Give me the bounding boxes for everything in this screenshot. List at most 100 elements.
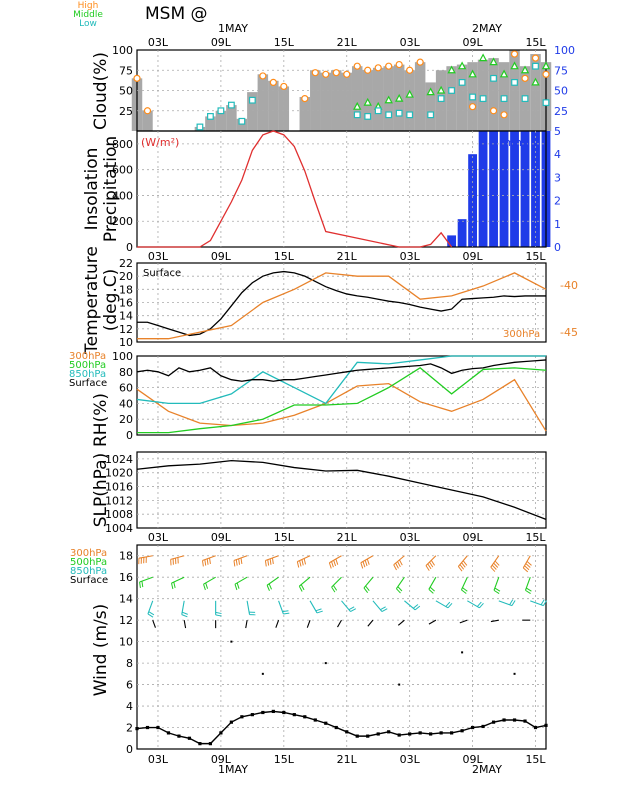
wind-barb-flag — [476, 601, 482, 607]
wind-barb-850hpa — [404, 600, 421, 611]
cloud-ytick-label-right: 25 — [554, 105, 568, 118]
precip-bar — [531, 131, 540, 247]
cloud-middle-marker — [457, 61, 467, 70]
wind-barb-flag — [380, 606, 386, 611]
cloud-high-marker — [259, 72, 267, 80]
wind-surface-point — [334, 725, 338, 730]
wind-barb-staff — [183, 620, 187, 629]
cloud-high-marker — [374, 64, 382, 72]
slp-ytick-label: 1008 — [105, 508, 133, 521]
wind-surface-point — [198, 742, 202, 746]
precip-ytick-label: 5 — [554, 125, 561, 138]
wind-barb-flag — [445, 601, 451, 607]
cloud-low-marker — [238, 117, 246, 125]
cloud-high-marker — [521, 74, 529, 82]
wind-xtick-label-0: 03L — [148, 753, 169, 766]
insolation-frame — [136, 130, 547, 248]
cloud-ylabel-line-0: Cloud(%) — [91, 52, 111, 130]
wind-barb-flag — [350, 608, 357, 612]
wind-barb-surface — [275, 619, 280, 628]
wind-barb-flag — [269, 558, 272, 565]
cloud-low-marker — [364, 113, 372, 120]
wind-surface-point — [397, 733, 401, 737]
cloud-xtick-label-1: 09L — [211, 36, 232, 49]
wind-barb-flag — [540, 599, 545, 606]
wind-barb-500hpa — [428, 576, 437, 594]
wind-barb-500hpa — [139, 576, 153, 589]
wind-surface-point — [145, 725, 150, 730]
wind-surface-point — [177, 734, 181, 738]
wind-barb-surface — [306, 619, 311, 628]
wind-surface-point — [240, 715, 244, 719]
wind-barb-flag — [283, 612, 290, 615]
wind-xtick-label-3: 21L — [337, 753, 358, 766]
wind-surface-point — [502, 718, 506, 722]
insolation-ytick-label: 0 — [126, 241, 133, 254]
rh-ytick-label: 20 — [119, 413, 133, 426]
wind-barb-flag — [366, 558, 370, 565]
wind-calm-dot — [324, 662, 327, 665]
wind-barb-flag — [331, 586, 336, 593]
cloud-low-marker — [395, 109, 403, 117]
wind-ytick-label: 12 — [119, 614, 133, 627]
wind-barb-500hpa — [298, 576, 311, 592]
wind-barb-flag — [395, 562, 399, 569]
cloud-xtick-label-2: 15L — [274, 36, 295, 49]
wind-barb-500hpa — [493, 577, 501, 594]
wind-barb-flag — [204, 559, 207, 566]
wind-barb-flag — [490, 566, 496, 572]
rh-legend-500hpa: 500hPa — [69, 360, 106, 371]
precip-bar — [468, 154, 477, 247]
cloud-ytick-label-right: 75 — [554, 64, 568, 77]
wind-barb-flag — [427, 563, 432, 570]
temperature-ylabel-line-0: Temperature — [82, 246, 102, 355]
wind-barb-flag — [236, 582, 240, 589]
cloud-low-marker — [448, 87, 456, 94]
cloud-xtick-label-3: 21L — [337, 36, 358, 49]
wind-barb-flag — [479, 603, 484, 609]
wind-barb-flag — [526, 560, 532, 566]
wind-barb-surface — [337, 619, 342, 628]
wind-barb-staff — [152, 619, 156, 628]
cloud-bar — [142, 110, 153, 131]
cloud-high-marker — [385, 62, 393, 70]
wind-barb-staff — [428, 619, 437, 625]
wind-barb-staff — [397, 619, 405, 626]
slp-xtick-label-0: 03L — [148, 531, 169, 544]
wind-surface-point — [460, 729, 464, 733]
wind-barb-flag — [493, 589, 500, 594]
wind-barb-850hpa — [530, 599, 548, 607]
cloud-ytick-label: 50 — [119, 85, 133, 98]
wind-barb-surface — [183, 620, 187, 629]
wind-barb-surface — [245, 620, 248, 629]
slp-xtick-label-2: 15L — [274, 531, 295, 544]
wind-barb-flag — [296, 561, 300, 568]
cloud-bar — [310, 70, 321, 131]
rh-legend-surface: Surface — [69, 378, 107, 389]
cloud-bar — [446, 66, 457, 131]
wind-ytick-label: 18 — [119, 550, 133, 563]
wind-barb-flag — [462, 560, 468, 566]
insolation-ytick-label: 400 — [112, 189, 133, 202]
wind-barb-500hpa — [234, 576, 248, 591]
insolation-precip-panel: 0 200 400 600 800 0 1 2 3 4 5 (W/m²) (mm) 03L 09L 15L 21… — [82, 125, 561, 263]
insolation-ytick-label: 200 — [112, 215, 133, 228]
cloud-low-marker — [458, 78, 466, 86]
wind-surface-point — [439, 731, 443, 735]
temperature-right-tick-label: -45 — [560, 326, 578, 339]
rh-300hpa-line — [136, 378, 547, 432]
cloud-high-marker — [468, 103, 477, 111]
wind-barb-staff — [459, 619, 468, 624]
cloud-middle-marker — [499, 69, 509, 78]
wind-barb-850hpa — [215, 600, 222, 617]
cloud-ylabel: Cloud(%) — [91, 52, 111, 130]
wind-barb-300hpa — [264, 555, 279, 567]
cloud-high-marker — [343, 70, 351, 78]
wind-barb-flag — [147, 613, 154, 618]
wind-barb-flag — [234, 584, 238, 591]
cloud-legend-low: Low — [79, 19, 97, 29]
insolation-xtick-label-2: 15L — [274, 250, 295, 263]
wind-barb-flag — [235, 559, 238, 566]
wind-barb-flag — [266, 585, 270, 591]
